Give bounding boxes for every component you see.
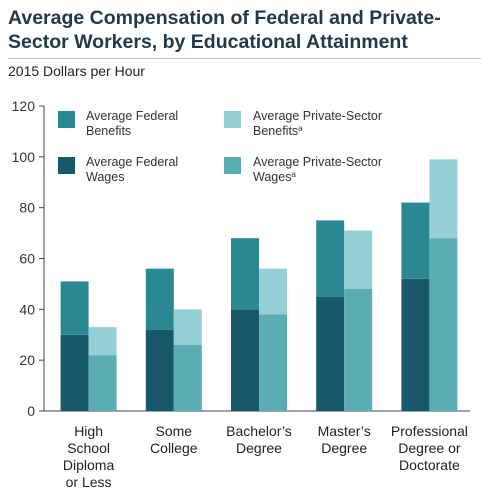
bar-federal-benefits-0 bbox=[60, 281, 89, 335]
bar-private-benefits-3 bbox=[344, 230, 373, 289]
x-tick-label-1-0: Some bbox=[156, 423, 193, 439]
x-tick-label-3-1: Degree bbox=[321, 440, 367, 456]
legend-label-1-1: Benefitsa bbox=[253, 124, 303, 139]
bar-private-benefits-0 bbox=[88, 327, 117, 356]
x-tick-label-0-1: School bbox=[67, 440, 110, 456]
legend-footnote-mark-1: a bbox=[298, 124, 303, 133]
bar-private-wages-2 bbox=[259, 314, 287, 411]
chart-title-line-2: Sector Workers, by Educational Attainmen… bbox=[8, 31, 408, 53]
x-tick-label-1-1: College bbox=[150, 440, 198, 456]
y-tick-label-40: 40 bbox=[19, 301, 35, 317]
legend-label-1-0: Average Private-Sector bbox=[253, 109, 382, 123]
legend-swatch-2 bbox=[58, 157, 75, 174]
bar-federal-wages-4 bbox=[401, 278, 430, 411]
legend-label-3-1: Wagesa bbox=[253, 170, 296, 185]
legend-label-2-0: Average Federal bbox=[86, 155, 178, 169]
x-tick-label-3-0: Master’s bbox=[318, 423, 371, 439]
x-tick-label-4-2: Doctorate bbox=[399, 457, 460, 473]
y-tick-label-100: 100 bbox=[12, 149, 36, 165]
bar-federal-wages-2 bbox=[231, 309, 259, 411]
bar-federal-wages-3 bbox=[316, 296, 345, 411]
legend-swatch-3 bbox=[224, 157, 241, 174]
legend-label-3-0: Average Private-Sector bbox=[253, 155, 382, 169]
x-tick-label-0-3: or Less bbox=[66, 474, 112, 490]
y-tick-label-20: 20 bbox=[19, 352, 35, 368]
bar-federal-wages-1 bbox=[145, 329, 174, 411]
x-tick-label-2-1: Degree bbox=[236, 440, 282, 456]
x-tick-label-2-0: Bachelor’s bbox=[226, 423, 292, 439]
bar-private-benefits-1 bbox=[173, 309, 202, 345]
bar-federal-benefits-1 bbox=[145, 268, 174, 330]
y-tick-label-120: 120 bbox=[12, 98, 36, 114]
legend-label-0-0: Average Federal bbox=[86, 109, 178, 123]
legend-label-0-1: Benefits bbox=[86, 124, 131, 138]
bar-federal-benefits-2 bbox=[231, 238, 259, 310]
chart-title: Average Compensation of Federal and Priv… bbox=[8, 6, 478, 54]
legend-swatch-0 bbox=[58, 111, 75, 128]
bar-federal-wages-0 bbox=[60, 334, 89, 411]
bar-private-wages-3 bbox=[344, 289, 373, 411]
x-tick-label-0-2: Diploma bbox=[63, 457, 115, 473]
chart-title-line-1: Average Compensation of Federal and Priv… bbox=[8, 7, 441, 29]
bar-federal-benefits-4 bbox=[401, 202, 430, 279]
y-tick-label-80: 80 bbox=[19, 200, 35, 216]
y-tick-label-0: 0 bbox=[27, 403, 35, 419]
bar-federal-benefits-3 bbox=[316, 220, 345, 297]
bar-private-wages-4 bbox=[429, 238, 458, 411]
x-tick-label-4-1: Degree or bbox=[398, 440, 461, 456]
bar-private-benefits-2 bbox=[259, 268, 287, 315]
x-tick-label-4-0: Professional bbox=[391, 423, 468, 439]
bar-private-benefits-4 bbox=[429, 159, 458, 239]
x-tick-label-0-0: High bbox=[74, 423, 103, 439]
legend-swatch-1 bbox=[224, 111, 241, 128]
chart-subtitle: 2015 Dollars per Hour bbox=[8, 63, 145, 79]
y-tick-label-60: 60 bbox=[19, 251, 35, 267]
legend-footnote-mark-3: a bbox=[291, 170, 296, 179]
bar-private-wages-0 bbox=[88, 355, 117, 411]
legend-label-2-1: Wages bbox=[86, 170, 124, 184]
title-divider bbox=[8, 58, 481, 59]
bar-private-wages-1 bbox=[173, 344, 202, 411]
